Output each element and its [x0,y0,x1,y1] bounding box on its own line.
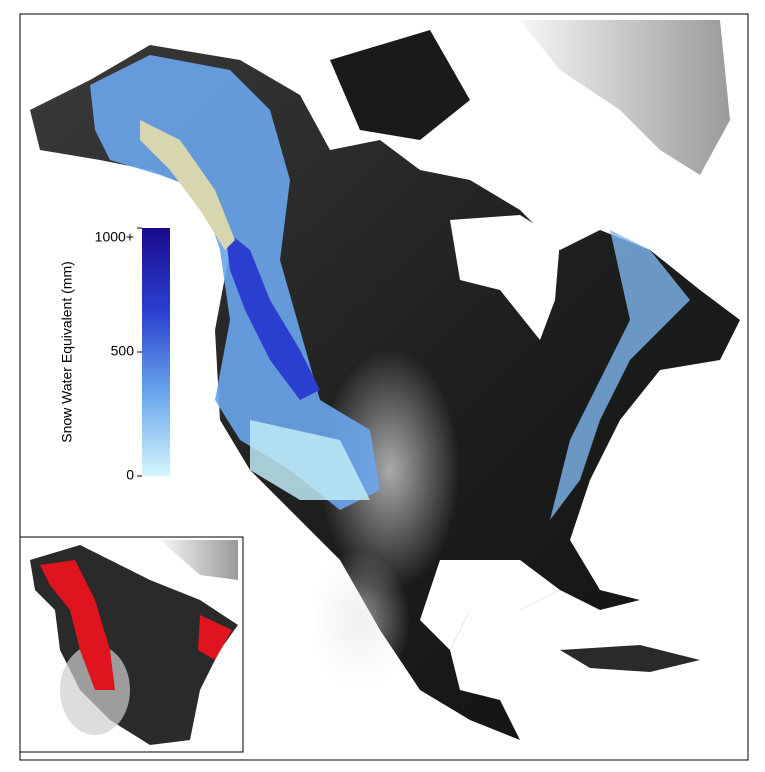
basemap [30,20,740,740]
snow-regions [90,55,690,520]
colorbar-gradient [142,228,170,476]
colorbar-tick-label: 1000+ [95,229,134,245]
colorbar: Snow Water Equivalent (mm) 1000+ 500 0 [59,227,170,483]
colorbar-tick-label: 500 [111,343,135,359]
colorbar-label: Snow Water Equivalent (mm) [59,261,75,443]
inset-map [19,536,244,753]
colorbar-tick-label: 0 [126,467,134,483]
